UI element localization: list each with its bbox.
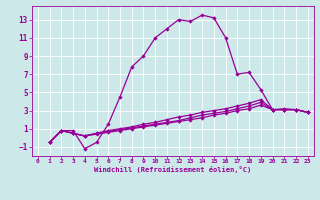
X-axis label: Windchill (Refroidissement éolien,°C): Windchill (Refroidissement éolien,°C) xyxy=(94,166,252,173)
